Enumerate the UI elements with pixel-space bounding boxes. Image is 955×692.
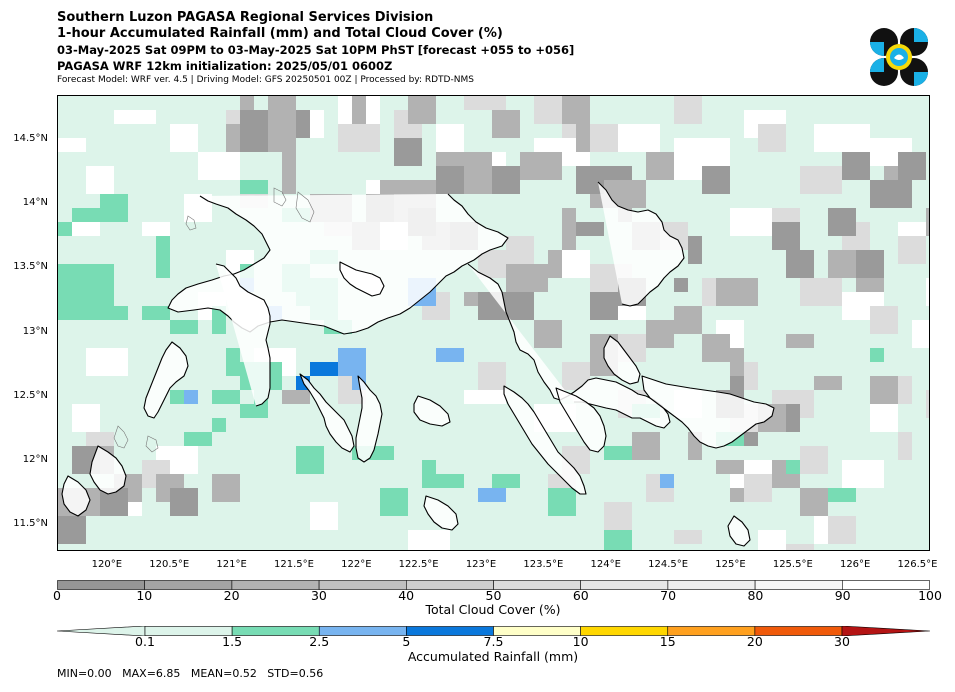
map-canvas [58, 96, 929, 550]
rain-bar-segment [667, 626, 756, 636]
cloud-bar-segment [231, 580, 320, 590]
cloud-tick-label: 20 [223, 588, 240, 603]
lat-tick-label: 13°N [22, 325, 48, 337]
lon-tick-label: 123°E [465, 559, 497, 570]
lat-tick-label: 14°N [22, 197, 48, 209]
model-info: Forecast Model: WRF ver. 4.5 | Driving M… [57, 75, 474, 85]
statistics: MIN=0.00 MAX=6.85 MEAN=0.52 STD=0.56 [57, 667, 324, 680]
forecast-map [57, 95, 930, 551]
rain-tick-label: 30 [834, 634, 850, 649]
lat-tick-label: 11.5°N [13, 518, 48, 530]
lat-tick-label: 14.5°N [13, 132, 48, 144]
lat-tick-label: 13.5°N [13, 261, 48, 273]
rain-tick-label: 5 [402, 634, 411, 649]
cloud-bar-segment [144, 580, 233, 590]
lon-tick-label: 122.5°E [398, 559, 439, 570]
cloud-tick-label: 80 [747, 588, 764, 603]
cloud-tick-label: 10 [136, 588, 153, 603]
rain-tick-label: 1.5 [222, 634, 243, 649]
lon-tick-label: 122°E [341, 559, 372, 570]
lon-tick-label: 121°E [216, 559, 247, 570]
title-product: 1-hour Accumulated Rainfall (mm) and Tot… [57, 26, 503, 41]
lat-tick-label: 12.5°N [13, 389, 48, 401]
cloud-tick-label: 50 [485, 588, 502, 603]
cloud-cover-colorbar [57, 580, 930, 590]
cloud-tick-label: 70 [660, 588, 677, 603]
rain-tick-label: 7.5 [483, 634, 504, 649]
cloud-tick-label: 30 [310, 588, 327, 603]
rain-tick-label: 0.1 [135, 634, 155, 649]
rain-extend-high [841, 626, 930, 636]
lon-tick-label: 126.5°E [897, 559, 938, 570]
cloud-bar-segment [405, 580, 494, 590]
cloud-tick-label: 40 [398, 588, 415, 603]
lon-tick-label: 125.5°E [772, 559, 813, 570]
lat-tick-label: 12°N [22, 454, 48, 466]
lon-tick-label: 120.5°E [149, 559, 190, 570]
rain-bar-segment [754, 626, 843, 636]
title-region: Southern Luzon PAGASA Regional Services … [57, 10, 434, 25]
rain-tick-label: 10 [572, 634, 589, 649]
cloud-bar-segment [580, 580, 669, 590]
rain-tick-label: 2.5 [309, 634, 330, 649]
lon-tick-label: 125°E [715, 559, 746, 570]
rain-extend-low [57, 626, 146, 636]
cloud-bar-segment [493, 580, 581, 590]
cloud-cover-label: Total Cloud Cover (%) [425, 602, 561, 617]
rain-bar-segment [144, 626, 233, 636]
minor-islands [113, 187, 315, 453]
lon-tick-label: 123.5°E [523, 559, 564, 570]
rain-bar-segment [406, 626, 494, 636]
rainfall-label: Accumulated Rainfall (mm) [407, 649, 579, 664]
rain-tick-label: 20 [746, 634, 763, 649]
cloud-bar-segment [57, 580, 145, 590]
init-time: PAGASA WRF 12km initialization: 2025/05/… [57, 59, 393, 73]
lon-tick-label: 121.5°E [273, 559, 314, 570]
cloud-bar-segment [318, 580, 407, 590]
lon-tick-label: 120°E [91, 559, 123, 570]
time-range: 03-May-2025 Sat 09PM to 03-May-2025 Sat … [57, 43, 575, 57]
rain-bar-segment [318, 626, 407, 636]
lon-tick-label: 126°E [839, 559, 871, 570]
pagasa-logo-icon [870, 28, 928, 86]
rain-bar-segment [493, 626, 581, 636]
cloud-tick-label: 60 [572, 588, 589, 603]
rain-bar-segment [231, 626, 320, 636]
cloud-bar-segment [754, 580, 843, 590]
rain-bar-segment [580, 626, 669, 636]
cloud-bar-segment [841, 580, 930, 590]
coastlines [61, 181, 775, 547]
rain-tick-label: 15 [659, 634, 676, 649]
lon-tick-label: 124°E [590, 559, 621, 570]
cloud-tick-label: 90 [834, 588, 851, 603]
rainfall-colorbar [57, 626, 930, 636]
cloud-tick-label: 0 [53, 588, 61, 603]
cloud-tick-label: 100 [918, 588, 942, 603]
cloud-bar-segment [667, 580, 756, 590]
lon-tick-label: 124.5°E [648, 559, 689, 570]
